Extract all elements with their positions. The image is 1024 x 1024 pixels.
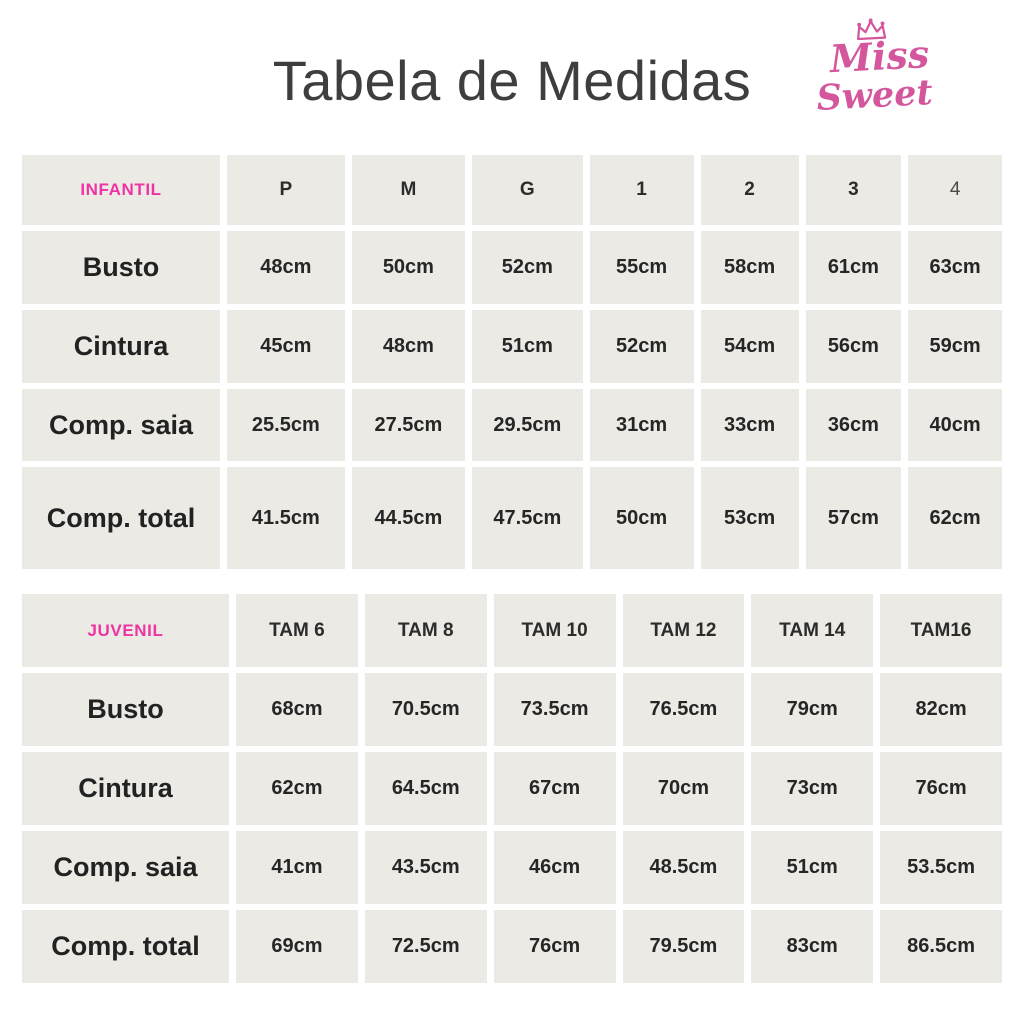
col-header-juvenil-3: TAM 12 xyxy=(622,594,745,667)
value-cell-infantil-1-4: 54cm xyxy=(700,310,799,383)
value-cell-juvenil-0-2: 73.5cm xyxy=(493,673,616,746)
value-cell-juvenil-1-0: 62cm xyxy=(236,752,358,825)
value-cell-juvenil-2-1: 43.5cm xyxy=(364,831,487,904)
row-label-juvenil-2: Comp. saia xyxy=(22,831,229,904)
value-cell-infantil-2-1: 27.5cm xyxy=(351,389,466,461)
col-header-juvenil-5: TAM16 xyxy=(880,594,1002,667)
value-cell-juvenil-3-0: 69cm xyxy=(236,910,358,983)
section-label-infantil: INFANTIL xyxy=(22,155,220,225)
value-cell-infantil-0-0: 48cm xyxy=(227,231,345,304)
value-cell-infantil-2-6: 40cm xyxy=(908,389,1002,461)
table-juvenil: JUVENIL TAM 6 TAM 8 TAM 10 TAM 12 TAM 14 TAM16… xyxy=(22,594,1002,983)
value-cell-juvenil-3-3: 79.5cm xyxy=(622,910,745,983)
col-header-juvenil-4: TAM 14 xyxy=(751,594,874,667)
col-header-juvenil-0: TAM 6 xyxy=(236,594,358,667)
value-cell-infantil-1-2: 51cm xyxy=(472,310,583,383)
col-header-juvenil-1: TAM 8 xyxy=(364,594,487,667)
value-cell-juvenil-2-4: 51cm xyxy=(751,831,874,904)
value-cell-infantil-0-5: 61cm xyxy=(805,231,902,304)
value-cell-infantil-3-5: 57cm xyxy=(805,467,902,569)
value-cell-infantil-0-1: 50cm xyxy=(351,231,466,304)
section-label-juvenil: JUVENIL xyxy=(22,594,229,667)
value-cell-infantil-2-2: 29.5cm xyxy=(472,389,583,461)
col-header-infantil-5: 3 xyxy=(805,155,902,225)
tables-container: INFANTIL P M G 1 2 3 4 Busto 48cm 50cm 52cm 55cm 58cm… xyxy=(22,155,1002,1008)
row-label-infantil-1: Cintura xyxy=(22,310,220,383)
value-cell-juvenil-0-5: 82cm xyxy=(880,673,1002,746)
value-cell-juvenil-0-4: 79cm xyxy=(751,673,874,746)
value-cell-infantil-1-0: 45cm xyxy=(227,310,345,383)
value-cell-infantil-3-3: 50cm xyxy=(589,467,694,569)
row-label-juvenil-1: Cintura xyxy=(22,752,229,825)
value-cell-juvenil-0-3: 76.5cm xyxy=(622,673,745,746)
value-cell-juvenil-2-2: 46cm xyxy=(493,831,616,904)
value-cell-infantil-3-6: 62cm xyxy=(908,467,1002,569)
value-cell-juvenil-1-5: 76cm xyxy=(880,752,1002,825)
value-cell-infantil-2-0: 25.5cm xyxy=(227,389,345,461)
value-cell-infantil-0-2: 52cm xyxy=(472,231,583,304)
page-title: Tabela de Medidas xyxy=(272,49,752,112)
col-header-infantil-1: M xyxy=(351,155,466,225)
crown-icon xyxy=(856,18,887,41)
col-header-juvenil-2: TAM 10 xyxy=(493,594,616,667)
value-cell-juvenil-3-5: 86.5cm xyxy=(880,910,1002,983)
brand-logo: Miss Sweet xyxy=(806,15,941,119)
value-cell-infantil-3-2: 47.5cm xyxy=(472,467,583,569)
row-label-juvenil-0: Busto xyxy=(22,673,229,746)
value-cell-infantil-1-1: 48cm xyxy=(351,310,466,383)
value-cell-infantil-2-3: 31cm xyxy=(589,389,694,461)
value-cell-juvenil-0-0: 68cm xyxy=(236,673,358,746)
value-cell-infantil-3-1: 44.5cm xyxy=(351,467,466,569)
value-cell-juvenil-3-2: 76cm xyxy=(493,910,616,983)
row-label-infantil-0: Busto xyxy=(22,231,220,304)
value-cell-infantil-3-0: 41.5cm xyxy=(227,467,345,569)
value-cell-juvenil-3-4: 83cm xyxy=(751,910,874,983)
col-header-infantil-3: 1 xyxy=(589,155,694,225)
col-header-infantil-6: 4 xyxy=(908,155,1002,225)
value-cell-infantil-2-5: 36cm xyxy=(805,389,902,461)
value-cell-juvenil-3-1: 72.5cm xyxy=(364,910,487,983)
value-cell-infantil-2-4: 33cm xyxy=(700,389,799,461)
value-cell-infantil-3-4: 53cm xyxy=(700,467,799,569)
row-label-infantil-3: Comp. total xyxy=(22,467,220,569)
value-cell-infantil-1-3: 52cm xyxy=(589,310,694,383)
brand-name-line2: Sweet xyxy=(815,71,934,119)
value-cell-infantil-1-6: 59cm xyxy=(908,310,1002,383)
value-cell-juvenil-1-1: 64.5cm xyxy=(364,752,487,825)
value-cell-infantil-0-3: 55cm xyxy=(589,231,694,304)
value-cell-juvenil-1-3: 70cm xyxy=(622,752,745,825)
value-cell-juvenil-1-2: 67cm xyxy=(493,752,616,825)
value-cell-infantil-0-4: 58cm xyxy=(700,231,799,304)
value-cell-infantil-1-5: 56cm xyxy=(805,310,902,383)
value-cell-juvenil-2-3: 48.5cm xyxy=(622,831,745,904)
table-infantil: INFANTIL P M G 1 2 3 4 Busto 48cm 50cm 52cm 55cm 58cm… xyxy=(22,155,1002,569)
value-cell-juvenil-0-1: 70.5cm xyxy=(364,673,487,746)
value-cell-juvenil-1-4: 73cm xyxy=(751,752,874,825)
value-cell-juvenil-2-0: 41cm xyxy=(236,831,358,904)
row-label-infantil-2: Comp. saia xyxy=(22,389,220,461)
value-cell-juvenil-2-5: 53.5cm xyxy=(880,831,1002,904)
col-header-infantil-0: P xyxy=(227,155,345,225)
col-header-infantil-2: G xyxy=(472,155,583,225)
value-cell-infantil-0-6: 63cm xyxy=(908,231,1002,304)
col-header-infantil-4: 2 xyxy=(700,155,799,225)
header: Tabela de Medidas Miss Sweet xyxy=(0,0,1024,155)
row-label-juvenil-3: Comp. total xyxy=(22,910,229,983)
